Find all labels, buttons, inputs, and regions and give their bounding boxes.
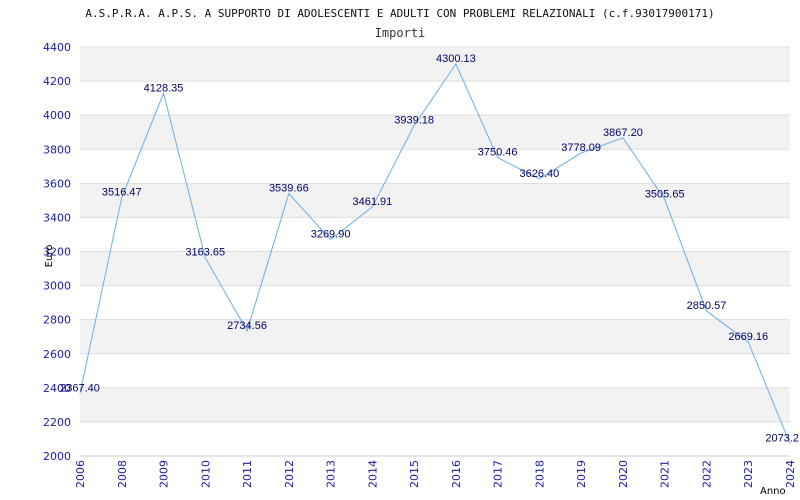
grid-band [80, 387, 790, 422]
grid-lines [80, 46, 790, 457]
x-tick-label: 2018 [533, 460, 546, 488]
x-tick-label: 2010 [199, 460, 212, 488]
y-tick-label: 3400 [43, 211, 71, 224]
data-label: 3163.65 [185, 247, 225, 259]
data-label: 3867.20 [603, 127, 643, 139]
grid-bands [80, 47, 790, 422]
data-label: 4128.35 [144, 82, 184, 94]
x-tick-label: 2013 [325, 460, 338, 488]
grid-band [80, 251, 790, 286]
x-tick-label: 2021 [659, 460, 672, 488]
x-tick-label: 2023 [742, 460, 755, 488]
x-tick-label: 2006 [74, 460, 87, 488]
y-axis-label: Euro [44, 245, 55, 268]
x-tick-label: 2012 [283, 460, 296, 488]
data-label: 3461.91 [352, 196, 392, 208]
grid-band [80, 115, 790, 150]
data-label: 2367.40 [60, 382, 100, 394]
y-tick-label: 4200 [43, 75, 71, 88]
x-tick-label: 2022 [700, 460, 713, 488]
y-tick-label: 2200 [43, 416, 71, 429]
y-tick-label: 2600 [43, 348, 71, 361]
data-label: 2850.57 [687, 300, 727, 312]
data-label: 3939.18 [394, 115, 434, 127]
x-tick-label: 2019 [575, 460, 588, 488]
data-label: 3778.09 [561, 142, 601, 154]
x-tick-label: 2011 [241, 460, 254, 488]
y-tick-label: 2400 [43, 382, 71, 395]
data-label: 3539.66 [269, 183, 309, 195]
data-label: 3516.47 [102, 187, 142, 199]
x-axis-ticks: 2006 2008 2009 2010 2011 2012 2013 2014 2015 2016… [74, 460, 797, 488]
series-line [79, 62, 791, 444]
grid-band [80, 183, 790, 218]
y-tick-label: 2000 [43, 450, 71, 463]
chart-subtitle: Importi [375, 26, 426, 40]
data-label: 3750.46 [478, 147, 518, 159]
x-tick-label: 2020 [617, 460, 630, 488]
x-tick-label: 2009 [158, 460, 171, 488]
data-label: 2669.16 [728, 331, 768, 343]
y-tick-label: 3000 [43, 280, 71, 293]
y-tick-label: 3200 [43, 246, 71, 259]
y-tick-label: 3800 [43, 143, 71, 156]
data-label: 2734.56 [227, 320, 267, 332]
y-axis-ticks: 2000 2200 2400 2600 2800 3000 3200 3400 3600 3800… [43, 41, 71, 463]
y-tick-label: 3600 [43, 177, 71, 190]
x-tick-label: 2014 [366, 460, 379, 488]
x-tick-label: 2008 [116, 460, 129, 488]
chart-title: A.S.P.R.A. A.P.S. A SUPPORTO DI ADOLESCE… [85, 7, 714, 20]
x-tick-label: 2016 [450, 460, 463, 488]
data-label: 4300.13 [436, 53, 476, 65]
x-tick-label: 2015 [408, 460, 421, 488]
y-tick-label: 2800 [43, 314, 71, 327]
grid-band [80, 319, 790, 354]
y-tick-label: 4400 [43, 41, 71, 54]
data-label: 3626.40 [520, 168, 560, 180]
grid-band [80, 47, 790, 82]
x-tick-label: 2024 [784, 460, 797, 488]
data-label: 3269.90 [311, 229, 351, 241]
x-axis-label: Anno [760, 486, 786, 497]
data-label: 3505.65 [645, 188, 685, 200]
data-labels: 2367.40 3516.47 4128.35 3163.65 2734.56 3539.… [60, 53, 799, 445]
y-tick-label: 4000 [43, 109, 71, 122]
data-label: 2073.2 [765, 433, 799, 445]
x-tick-label: 2017 [492, 460, 505, 488]
